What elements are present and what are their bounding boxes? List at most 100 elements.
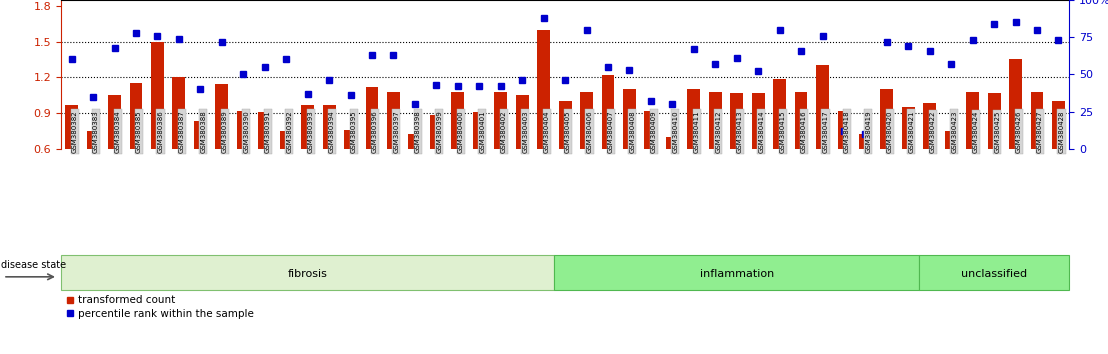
Text: GSM380428: GSM380428 bbox=[1058, 110, 1065, 153]
Text: GSM380413: GSM380413 bbox=[737, 110, 742, 153]
Bar bbox=[709, 92, 721, 149]
Bar bbox=[194, 121, 207, 149]
Text: GSM380404: GSM380404 bbox=[544, 110, 550, 153]
Bar bbox=[237, 110, 249, 149]
Text: GSM380386: GSM380386 bbox=[157, 110, 164, 153]
Text: inflammation: inflammation bbox=[699, 269, 773, 279]
Text: GSM380397: GSM380397 bbox=[393, 110, 400, 153]
Text: GSM380406: GSM380406 bbox=[586, 110, 593, 153]
Bar bbox=[151, 42, 164, 149]
Text: GSM380420: GSM380420 bbox=[886, 110, 893, 153]
Text: GSM380418: GSM380418 bbox=[844, 110, 850, 153]
Bar bbox=[751, 93, 765, 149]
Bar bbox=[322, 105, 336, 149]
Text: GSM380390: GSM380390 bbox=[244, 110, 249, 153]
Text: GSM380425: GSM380425 bbox=[994, 110, 1001, 153]
Bar bbox=[430, 115, 443, 149]
Bar bbox=[451, 92, 464, 149]
Text: disease state: disease state bbox=[1, 260, 66, 270]
Bar bbox=[366, 87, 379, 149]
Bar bbox=[987, 93, 1001, 149]
Text: GSM380419: GSM380419 bbox=[865, 110, 871, 153]
Text: GSM380391: GSM380391 bbox=[265, 110, 270, 153]
Text: fibrosis: fibrosis bbox=[288, 269, 328, 279]
Text: GSM380408: GSM380408 bbox=[629, 110, 636, 153]
Bar bbox=[473, 112, 485, 149]
Bar bbox=[558, 101, 572, 149]
Text: GSM380398: GSM380398 bbox=[414, 110, 421, 153]
Bar bbox=[65, 105, 78, 149]
Bar bbox=[1009, 59, 1022, 149]
Bar bbox=[258, 112, 271, 149]
Bar bbox=[923, 103, 936, 149]
Bar bbox=[130, 83, 143, 149]
Text: GSM380399: GSM380399 bbox=[437, 110, 442, 153]
Bar bbox=[1053, 101, 1065, 149]
Text: GSM380412: GSM380412 bbox=[716, 110, 721, 153]
Bar bbox=[602, 75, 615, 149]
Text: GSM380403: GSM380403 bbox=[522, 110, 529, 153]
Text: GSM380409: GSM380409 bbox=[650, 110, 657, 153]
Bar bbox=[515, 95, 529, 149]
Bar bbox=[301, 105, 314, 149]
Text: GSM380400: GSM380400 bbox=[458, 110, 464, 153]
Bar bbox=[919, 255, 1069, 290]
Text: GSM380389: GSM380389 bbox=[222, 110, 228, 153]
Bar bbox=[666, 137, 679, 149]
Text: GSM380388: GSM380388 bbox=[201, 110, 206, 153]
Text: GSM380414: GSM380414 bbox=[758, 110, 765, 153]
Bar bbox=[645, 110, 657, 149]
Bar bbox=[1030, 92, 1044, 149]
Text: GSM380384: GSM380384 bbox=[114, 110, 121, 153]
Text: GSM380394: GSM380394 bbox=[329, 110, 335, 153]
Text: GSM380395: GSM380395 bbox=[350, 110, 357, 153]
Text: GSM380422: GSM380422 bbox=[930, 110, 936, 153]
Bar bbox=[581, 92, 593, 149]
Text: GSM380396: GSM380396 bbox=[372, 110, 378, 153]
Bar bbox=[838, 110, 851, 149]
Bar bbox=[881, 89, 893, 149]
Bar bbox=[387, 92, 400, 149]
Bar bbox=[215, 85, 228, 149]
Text: GSM380407: GSM380407 bbox=[608, 110, 614, 153]
Bar bbox=[730, 93, 743, 149]
Text: GSM380427: GSM380427 bbox=[1037, 110, 1043, 153]
Text: GSM380411: GSM380411 bbox=[694, 110, 700, 153]
Bar bbox=[794, 92, 808, 149]
Bar bbox=[279, 131, 293, 149]
Text: GSM380424: GSM380424 bbox=[973, 110, 978, 153]
Bar bbox=[902, 107, 915, 149]
Text: GSM380423: GSM380423 bbox=[952, 110, 957, 153]
Bar bbox=[773, 79, 786, 149]
Text: GSM380426: GSM380426 bbox=[1016, 110, 1022, 153]
Bar bbox=[687, 89, 700, 149]
Bar bbox=[109, 95, 121, 149]
Bar bbox=[966, 92, 979, 149]
Bar bbox=[494, 92, 507, 149]
Bar bbox=[409, 135, 421, 149]
Bar bbox=[554, 255, 919, 290]
Text: GSM380385: GSM380385 bbox=[136, 110, 142, 153]
Text: GSM380421: GSM380421 bbox=[909, 110, 914, 153]
Bar bbox=[623, 89, 636, 149]
Legend: transformed count, percentile rank within the sample: transformed count, percentile rank withi… bbox=[66, 296, 254, 319]
Text: GSM380405: GSM380405 bbox=[565, 110, 571, 153]
Text: GSM380383: GSM380383 bbox=[93, 110, 99, 153]
Text: GSM380402: GSM380402 bbox=[501, 110, 506, 153]
Text: GSM380410: GSM380410 bbox=[673, 110, 678, 153]
Text: unclassified: unclassified bbox=[961, 269, 1027, 279]
Bar bbox=[537, 30, 550, 149]
Bar bbox=[859, 135, 872, 149]
Bar bbox=[173, 77, 185, 149]
Bar bbox=[945, 131, 957, 149]
Text: GSM380416: GSM380416 bbox=[801, 110, 807, 153]
Bar bbox=[86, 131, 100, 149]
Text: GSM380382: GSM380382 bbox=[72, 110, 78, 153]
Text: GSM380401: GSM380401 bbox=[480, 110, 485, 153]
Text: GSM380387: GSM380387 bbox=[178, 110, 185, 153]
Text: GSM380417: GSM380417 bbox=[822, 110, 829, 153]
Text: GSM380415: GSM380415 bbox=[780, 110, 786, 153]
Bar bbox=[817, 65, 829, 149]
Text: GSM380393: GSM380393 bbox=[308, 110, 314, 153]
Text: GSM380392: GSM380392 bbox=[286, 110, 293, 153]
